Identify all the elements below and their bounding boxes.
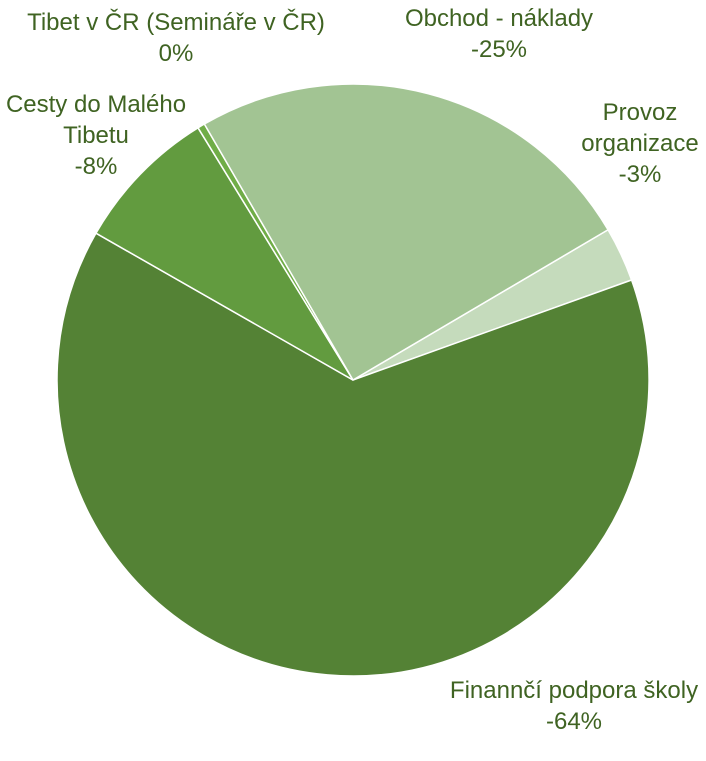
slice-label-obchod-naklady: Obchod - náklady -25% [405,5,593,63]
pie-slices [56,83,650,677]
pie-slice-obchod-naklady [203,83,610,382]
pie-slice-finannci-podpora-skoly [56,232,650,677]
slice-label-finannci-podpora-skoly: Finannčí podpora školy -64% [450,677,698,735]
pie-slice-cesty-do-maleho-tibetu [94,126,354,381]
slice-label-provoz-organizace: Provoz organizace -3% [581,99,698,188]
slice-label-cesty-do-maleho-tibetu: Cesty do Malého Tibetu -8% [6,91,186,180]
slice-label-tibet-v-cr-seminare-v-cr: Tibet v ČR (Semináře v ČR) 0% [27,8,325,67]
pie-labels: Provoz organizace -3% Finannčí podpora škol… [6,5,699,735]
